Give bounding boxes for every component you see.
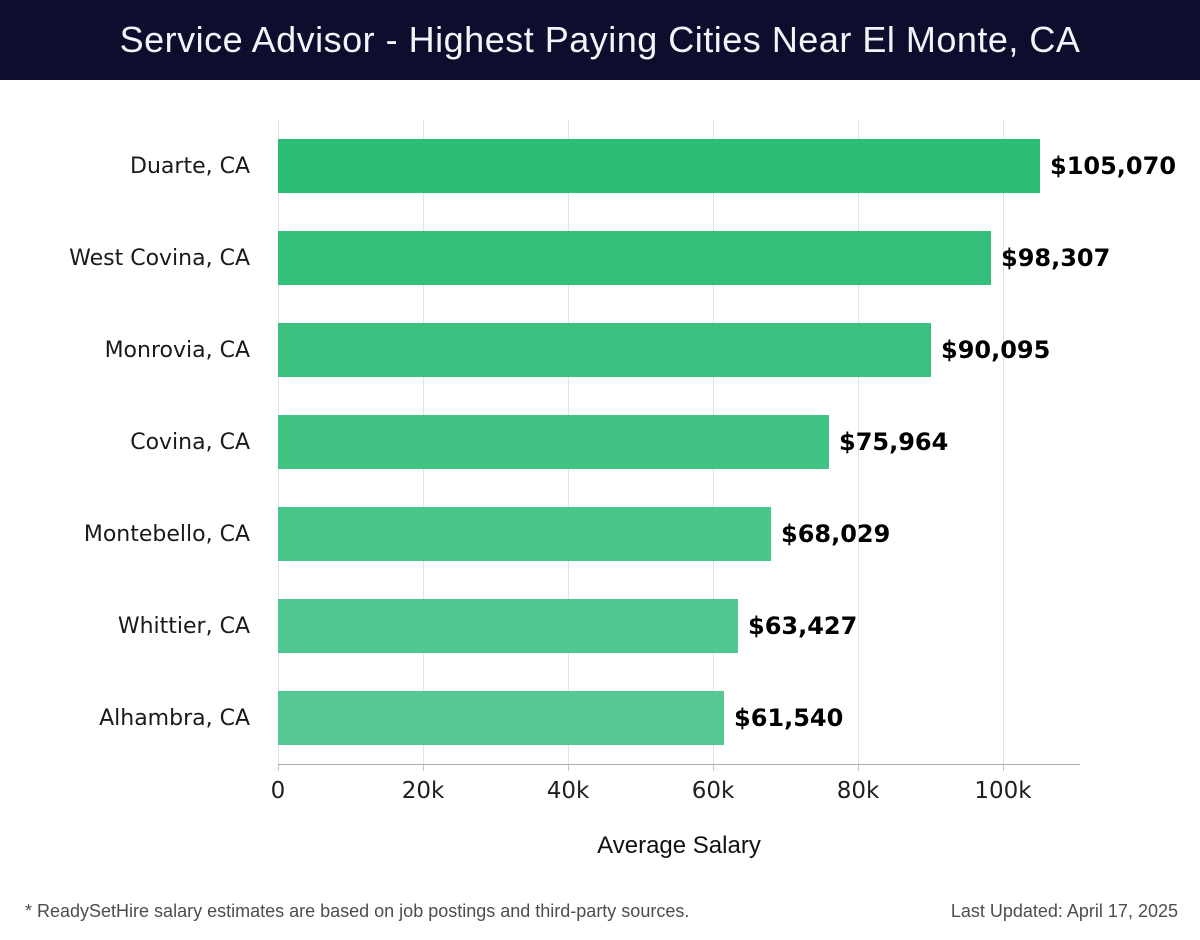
salary-bar (278, 507, 771, 561)
x-axis-line (278, 764, 1080, 765)
bar-value-label: $61,540 (734, 704, 844, 732)
bar-value-label: $105,070 (1050, 152, 1177, 180)
bar-row: $105,070 (278, 120, 1176, 212)
last-updated-label: Last Updated: April 17, 2025 (950, 900, 1178, 921)
salary-bar (278, 139, 1040, 193)
disclaimer-note: * ReadySetHire salary estimates are base… (25, 900, 690, 921)
bar-value-label: $90,095 (941, 336, 1051, 364)
bar-row: $68,029 (278, 488, 1080, 580)
chart-header: Service Advisor - Highest Paying Cities … (0, 0, 1200, 80)
x-tick-mark (568, 765, 569, 771)
bar-row: $90,095 (278, 304, 1080, 396)
salary-bar (278, 415, 829, 469)
bar-row: $98,307 (278, 212, 1110, 304)
gridline-80k (858, 120, 859, 764)
x-tick-label: 100k (974, 778, 1032, 804)
bar-value-label: $98,307 (1001, 244, 1111, 272)
salary-bar (278, 231, 991, 285)
x-tick-mark (1003, 765, 1004, 771)
x-tick-label: 40k (546, 778, 590, 804)
x-tick-label: 20k (401, 778, 445, 804)
chart-title: Service Advisor - Highest Paying Cities … (119, 19, 1081, 60)
salary-bar (278, 691, 724, 745)
category-label: Whittier, CA (117, 613, 250, 639)
x-axis-tick-labels: 0 20k 40k 60k 80k 100k (271, 778, 1080, 808)
bar-value-label: $75,964 (839, 428, 949, 456)
gridline-100k (1003, 120, 1004, 764)
bar-row: $63,427 (278, 580, 1080, 672)
x-tick-label: 80k (836, 778, 880, 804)
x-tick-label: 0 (270, 778, 286, 804)
bar-row: $75,964 (278, 396, 1080, 488)
bar-value-label: $68,029 (781, 520, 891, 548)
x-axis-title: Average Salary (597, 832, 761, 859)
category-label: Monrovia, CA (104, 337, 250, 363)
x-tick-mark (278, 765, 279, 771)
category-label: Duarte, CA (130, 153, 250, 179)
x-tick-mark (858, 765, 859, 771)
chart-footer: * ReadySetHire salary estimates are base… (25, 898, 1178, 924)
category-label: Covina, CA (130, 429, 250, 455)
x-tick-mark (713, 765, 714, 771)
bar-chart: Duarte, CA West Covina, CA Monrovia, CA Cov… (0, 80, 1200, 880)
bar-row: $61,540 (278, 672, 1080, 764)
category-label: Alhambra, CA (99, 705, 250, 731)
plot-area: $105,070 $98,307 $90,095 $75,964 $68,029 $63,… (278, 120, 1176, 771)
x-tick-label: 60k (691, 778, 735, 804)
y-axis-category-labels: Duarte, CA West Covina, CA Monrovia, CA Cov… (0, 120, 264, 764)
salary-bar (278, 599, 738, 653)
bar-value-label: $63,427 (748, 612, 858, 640)
x-tick-mark (423, 765, 424, 771)
category-label: Montebello, CA (83, 521, 250, 547)
category-label: West Covina, CA (69, 245, 250, 271)
salary-bar (278, 323, 931, 377)
